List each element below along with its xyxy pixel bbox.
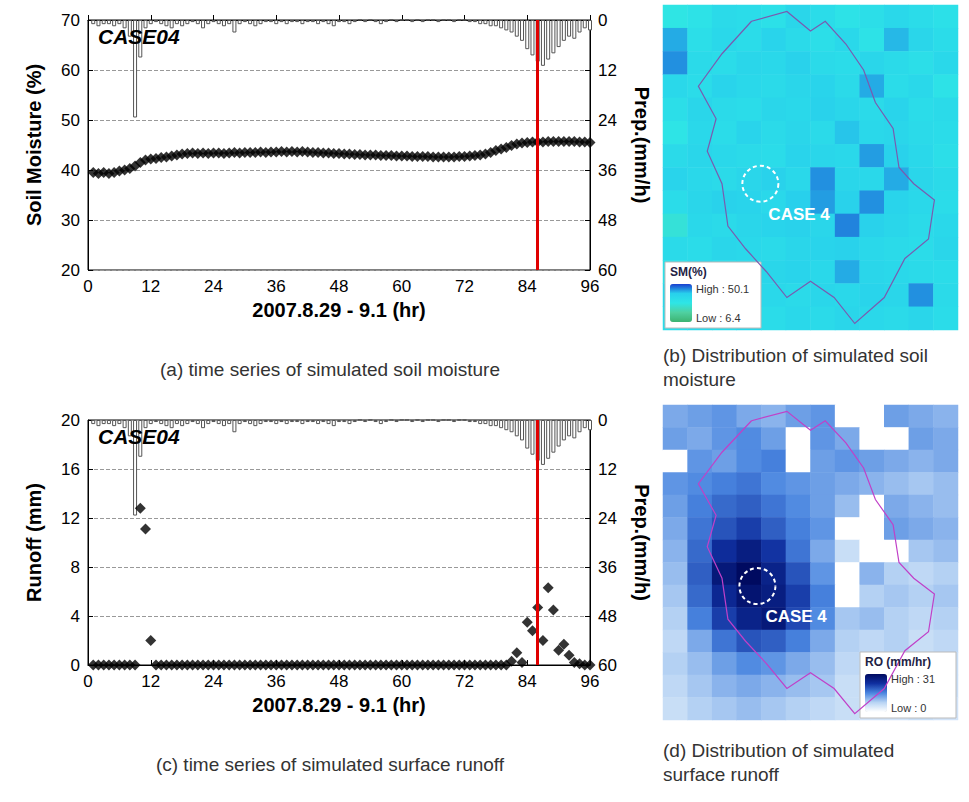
svg-text:36: 36 — [267, 672, 286, 691]
svg-text:60: 60 — [598, 656, 617, 675]
svg-text:70: 70 — [61, 11, 80, 30]
svg-text:16: 16 — [61, 460, 80, 479]
svg-text:RO (mm/hr): RO (mm/hr) — [865, 655, 931, 669]
svg-text:12: 12 — [598, 460, 617, 479]
svg-text:72: 72 — [455, 277, 474, 296]
svg-text:Low : 0: Low : 0 — [891, 702, 926, 714]
svg-text:20: 20 — [61, 261, 80, 280]
svg-text:Low : 6.4: Low : 6.4 — [696, 312, 741, 324]
svg-text:SM(%): SM(%) — [670, 265, 707, 279]
svg-text:50: 50 — [61, 111, 80, 130]
svg-text:(a) time series of simulated s: (a) time series of simulated soil moistu… — [160, 359, 500, 380]
svg-text:60: 60 — [392, 277, 411, 296]
svg-text:2007.8.29 - 9.1 (hr): 2007.8.29 - 9.1 (hr) — [252, 694, 425, 716]
svg-text:12: 12 — [141, 672, 160, 691]
svg-text:24: 24 — [598, 509, 617, 528]
svg-text:96: 96 — [581, 277, 600, 296]
svg-text:0: 0 — [598, 11, 607, 30]
svg-text:4: 4 — [71, 607, 80, 626]
svg-text:20: 20 — [61, 411, 80, 430]
svg-text:36: 36 — [598, 558, 617, 577]
svg-text:48: 48 — [598, 607, 617, 626]
svg-text:Prep.(mm/h): Prep.(mm/h) — [631, 87, 653, 204]
svg-text:Prep.(mm/h): Prep.(mm/h) — [631, 484, 653, 601]
svg-text:8: 8 — [71, 558, 80, 577]
svg-text:CASE 4: CASE 4 — [765, 607, 827, 626]
svg-text:0: 0 — [83, 672, 92, 691]
svg-text:moisture: moisture — [663, 369, 736, 390]
svg-text:96: 96 — [581, 672, 600, 691]
svg-text:High : 50.1: High : 50.1 — [696, 283, 749, 295]
svg-text:12: 12 — [598, 61, 617, 80]
svg-text:2007.8.29 - 9.1 (hr): 2007.8.29 - 9.1 (hr) — [252, 299, 425, 321]
svg-text:0: 0 — [71, 656, 80, 675]
svg-text:60: 60 — [598, 261, 617, 280]
svg-text:12: 12 — [61, 509, 80, 528]
svg-text:48: 48 — [330, 672, 349, 691]
svg-text:(d) Distribution of simulated: (d) Distribution of simulated — [663, 740, 900, 761]
svg-text:CASE 4: CASE 4 — [768, 205, 830, 224]
svg-text:Runoff (mm): Runoff (mm) — [23, 483, 45, 602]
svg-text:30: 30 — [61, 211, 80, 230]
svg-text:24: 24 — [204, 277, 223, 296]
svg-text:48: 48 — [330, 277, 349, 296]
svg-text:0: 0 — [83, 277, 92, 296]
svg-text:60: 60 — [61, 61, 80, 80]
svg-text:(b) Distribution of simulated: (b) Distribution of simulated soil — [663, 345, 933, 366]
svg-text:CASE04: CASE04 — [98, 25, 180, 48]
svg-text:High : 31: High : 31 — [891, 673, 935, 685]
svg-text:36: 36 — [267, 277, 286, 296]
svg-text:CASE04: CASE04 — [98, 425, 180, 448]
svg-text:72: 72 — [455, 672, 474, 691]
svg-text:40: 40 — [61, 161, 80, 180]
svg-text:84: 84 — [518, 277, 537, 296]
svg-text:12: 12 — [141, 277, 160, 296]
svg-text:48: 48 — [598, 211, 617, 230]
svg-text:36: 36 — [598, 161, 617, 180]
svg-text:surface runoff: surface runoff — [663, 764, 780, 785]
svg-text:Soil Moisture (%): Soil Moisture (%) — [23, 64, 45, 226]
svg-text:24: 24 — [204, 672, 223, 691]
svg-text:(c) time series of simulated s: (c) time series of simulated surface run… — [156, 754, 505, 775]
svg-text:0: 0 — [598, 411, 607, 430]
svg-text:84: 84 — [518, 672, 537, 691]
svg-text:24: 24 — [598, 111, 617, 130]
svg-text:60: 60 — [392, 672, 411, 691]
